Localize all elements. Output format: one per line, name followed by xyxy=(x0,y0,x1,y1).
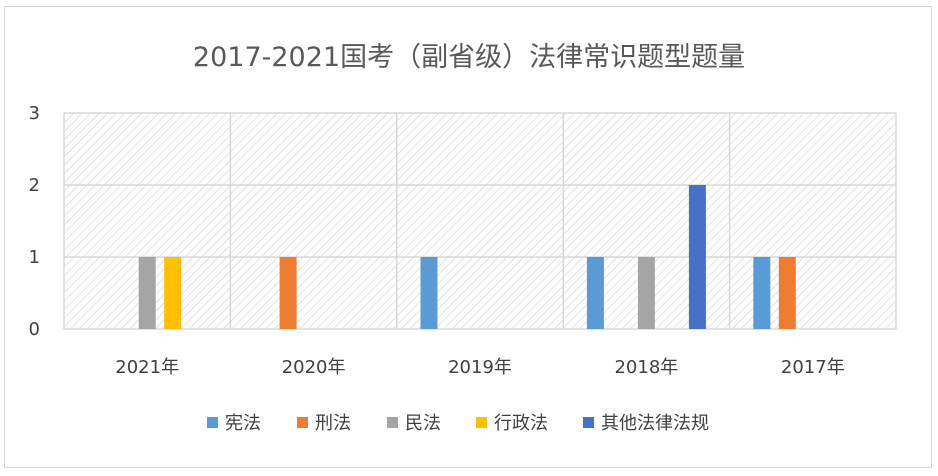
legend-label: 行政法 xyxy=(494,413,548,434)
bar xyxy=(164,257,182,329)
bar xyxy=(753,257,771,329)
chart-title: 2017-2021国考（副省级）法律常识题型题量 xyxy=(193,42,745,73)
y-tick-label: 2 xyxy=(29,175,40,196)
y-tick-label: 3 xyxy=(29,103,40,124)
legend-swatch xyxy=(387,417,398,428)
legend-swatch xyxy=(583,417,594,428)
x-tick-label: 2021年 xyxy=(115,357,179,378)
legend-swatch xyxy=(297,417,308,428)
y-tick-label: 1 xyxy=(29,247,40,268)
bar xyxy=(778,257,796,329)
plot-area xyxy=(63,112,897,330)
legend-label: 刑法 xyxy=(315,413,351,434)
x-tick-label: 2018年 xyxy=(614,357,678,378)
bar xyxy=(637,257,655,329)
bar xyxy=(688,185,706,329)
x-tick-label: 2017年 xyxy=(781,357,845,378)
legend-swatch xyxy=(476,417,487,428)
y-tick-label: 0 xyxy=(29,319,40,340)
legend-label: 民法 xyxy=(405,413,441,434)
x-tick-label: 2020年 xyxy=(282,357,346,378)
bar xyxy=(138,257,156,329)
bar xyxy=(420,257,438,329)
legend-label: 其他法律法规 xyxy=(601,413,709,434)
bar xyxy=(279,257,297,329)
bar xyxy=(586,257,604,329)
legend-swatch xyxy=(207,417,218,428)
x-tick-label: 2019年 xyxy=(448,357,512,378)
legend-label: 宪法 xyxy=(225,413,261,434)
